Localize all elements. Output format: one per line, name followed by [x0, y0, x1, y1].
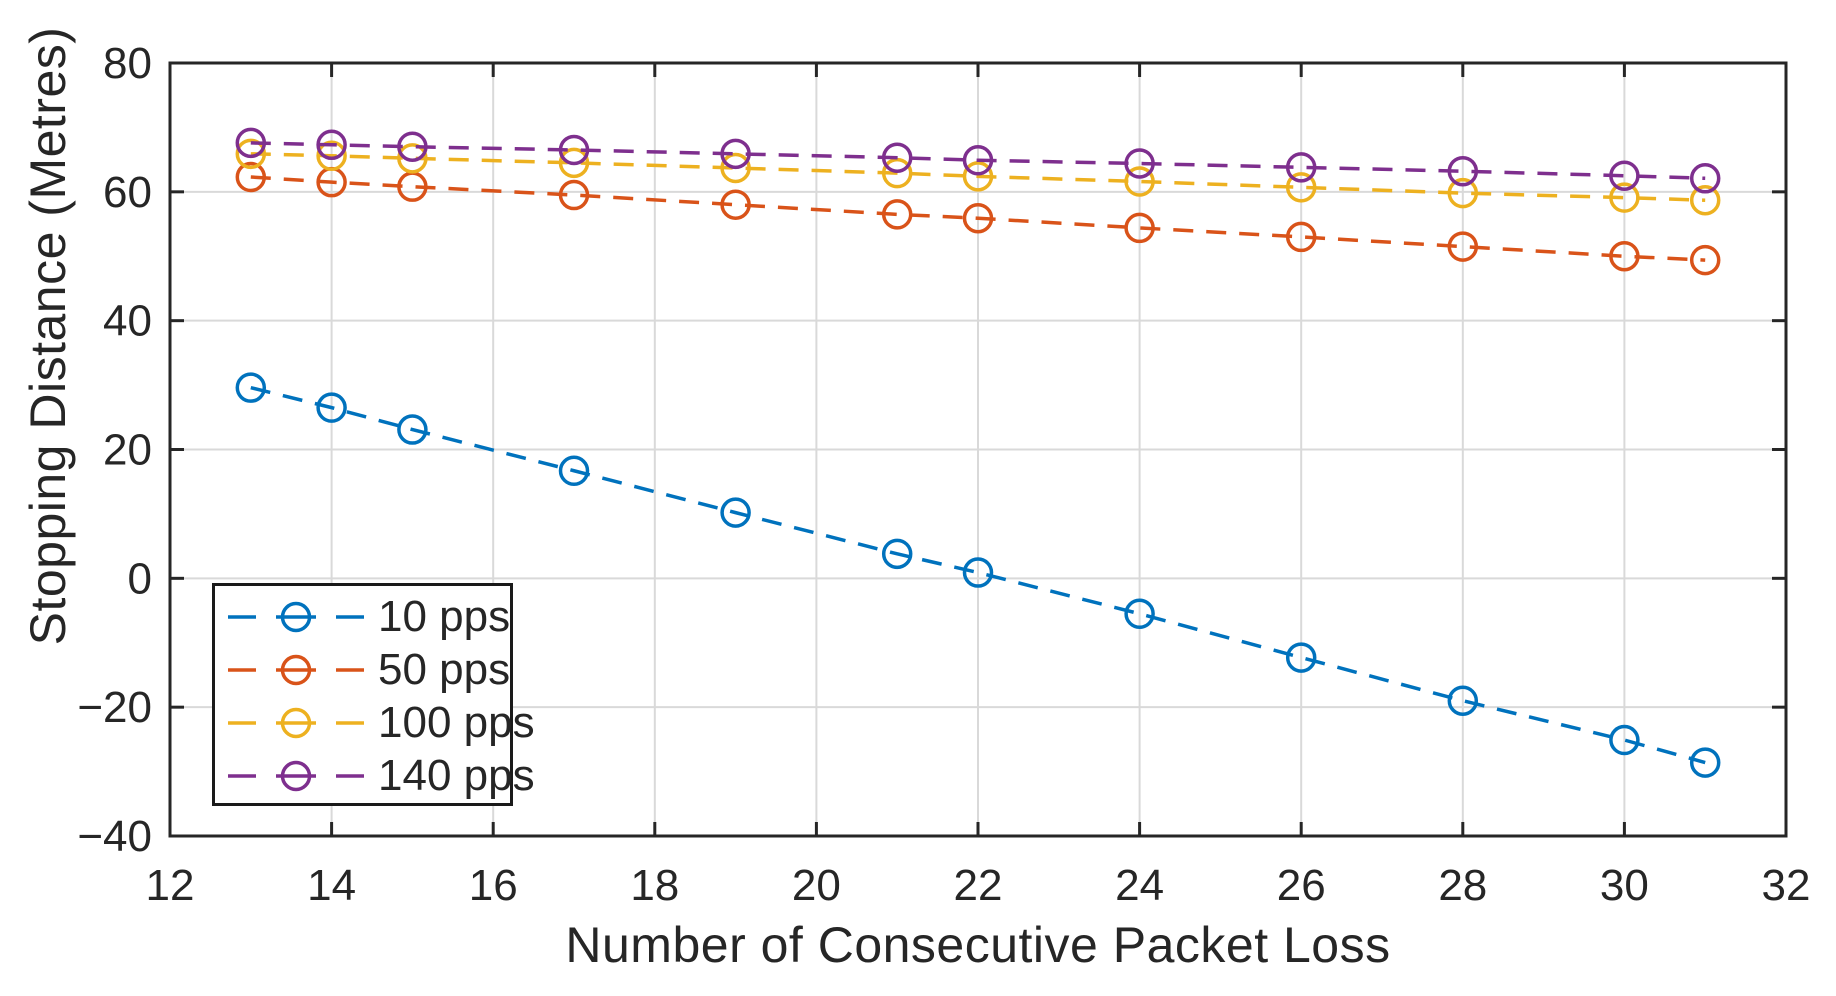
x-tick-labels: 12 14 16 18 20 22 24 26 28 30 32: [146, 861, 1811, 910]
svg-text:18: 18: [630, 861, 679, 910]
data-point-marker: [962, 557, 994, 588]
legend-entry-label: 140 pps: [378, 750, 535, 800]
data-point-marker: [1689, 244, 1721, 276]
data-point-marker: [881, 142, 913, 173]
data-point-marker: [1609, 241, 1640, 272]
data-point-marker: [962, 161, 994, 192]
y-axis-label: Stopping Distance (Metres): [20, 26, 76, 646]
series-50-pps: [235, 161, 1721, 276]
svg-text:32: 32: [1762, 861, 1811, 910]
svg-text:0: 0: [128, 554, 152, 603]
data-point-marker: [235, 127, 267, 159]
legend-line-sample-icon: [228, 601, 364, 632]
svg-text:20: 20: [792, 861, 841, 910]
data-point-marker: [558, 455, 590, 487]
svg-text:60: 60: [103, 168, 152, 217]
data-point-marker: [1285, 642, 1317, 673]
data-point-marker: [235, 161, 267, 193]
data-point-marker: [1285, 152, 1317, 183]
svg-text:12: 12: [146, 861, 195, 910]
data-point-marker: [1124, 212, 1155, 244]
legend-entry-label: 10 pps: [378, 591, 511, 641]
data-point-marker: [962, 145, 994, 176]
data-point-marker: [962, 202, 994, 234]
data-point-marker: [881, 538, 913, 570]
legend-line-sample-icon: [228, 707, 364, 738]
data-point-marker: [1689, 184, 1721, 216]
data-point-marker: [316, 392, 347, 423]
data-point-marker: [1689, 163, 1721, 194]
svg-text:−40: −40: [77, 812, 152, 861]
series-100-pps: [235, 138, 1721, 216]
y-tick-labels: −40 −20 0 20 40 60 80: [77, 39, 152, 861]
data-point-marker: [235, 138, 267, 170]
series-10-pps: [235, 372, 1721, 778]
data-point-marker: [558, 147, 590, 179]
svg-text:16: 16: [469, 861, 518, 910]
svg-text:40: 40: [103, 297, 152, 346]
data-point-marker: [1447, 685, 1479, 716]
data-point-marker: [881, 157, 913, 189]
svg-text:28: 28: [1438, 861, 1487, 910]
svg-text:22: 22: [954, 861, 1003, 910]
data-point-marker: [397, 143, 428, 174]
x-axis-label: Number of Consecutive Packet Loss: [565, 917, 1391, 973]
svg-text:80: 80: [103, 39, 152, 88]
data-point-marker: [1609, 182, 1640, 213]
legend-entry-100pps: 100 pps: [215, 696, 535, 749]
legend-line-sample-icon: [228, 760, 364, 791]
data-point-marker: [1124, 598, 1155, 630]
legend-line-sample-icon: [228, 654, 364, 685]
data-point-marker: [1285, 221, 1317, 253]
data-point-marker: [881, 199, 913, 230]
data-point-marker: [720, 152, 751, 184]
legend-entry-50pps: 50 pps: [215, 643, 510, 696]
legend-entry-label: 50 pps: [378, 644, 511, 694]
data-point-marker: [397, 414, 428, 445]
data-point-marker: [1124, 166, 1155, 197]
data-point-marker: [397, 131, 428, 162]
data-point-marker: [1124, 148, 1155, 179]
data-point-marker: [1285, 172, 1317, 203]
data-point-marker: [316, 129, 347, 161]
series-140-pps: [235, 127, 1721, 194]
legend: 10 pps 50 pps 100 pps 140 pps: [212, 583, 535, 806]
data-point-marker: [316, 140, 347, 172]
data-point-marker: [720, 138, 751, 170]
data-point-marker: [1447, 231, 1479, 262]
svg-text:20: 20: [103, 426, 152, 475]
svg-text:−20: −20: [77, 683, 152, 732]
data-point-marker: [1609, 160, 1640, 191]
data-point-marker: [558, 134, 590, 166]
data-point-marker: [720, 189, 751, 220]
data-point-marker: [1689, 747, 1721, 778]
svg-text:30: 30: [1600, 861, 1649, 910]
legend-entry-10pps: 10 pps: [215, 590, 510, 643]
legend-entry-label: 100 pps: [378, 697, 535, 747]
svg-text:26: 26: [1277, 861, 1326, 910]
data-point-marker: [720, 497, 751, 528]
legend-entry-140pps: 140 pps: [215, 749, 535, 802]
data-point-marker: [1447, 177, 1479, 209]
tick-marks: [168, 61, 1788, 838]
svg-text:14: 14: [307, 861, 356, 910]
data-point-marker: [235, 372, 267, 403]
data-point-marker: [558, 179, 590, 211]
svg-text:24: 24: [1115, 861, 1164, 910]
data-point-marker: [1447, 155, 1479, 187]
data-point-marker: [1609, 724, 1640, 756]
